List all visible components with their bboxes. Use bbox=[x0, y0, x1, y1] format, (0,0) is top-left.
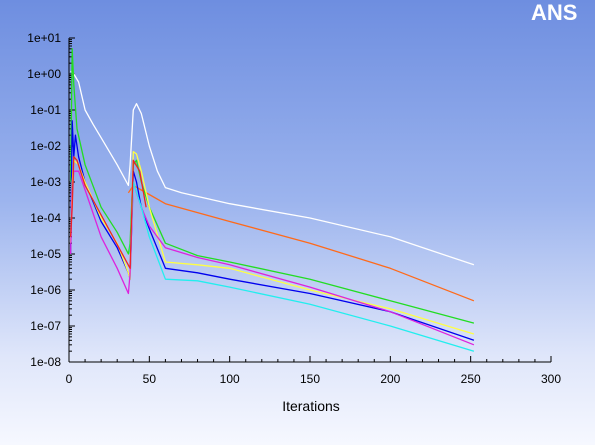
x-tick-label: 50 bbox=[143, 372, 157, 386]
x-tick-label: 0 bbox=[66, 372, 73, 386]
y-tick-label: 1e-05 bbox=[30, 247, 61, 261]
logo-text: ANS bbox=[531, 0, 577, 25]
series-line-6 bbox=[69, 170, 475, 346]
y-tick-label: 1e-01 bbox=[30, 103, 61, 117]
x-tick-label: 300 bbox=[541, 372, 561, 386]
y-tick-label: 1e-04 bbox=[30, 211, 61, 225]
series-line-8 bbox=[69, 156, 147, 269]
y-tick-label: 1e+01 bbox=[27, 31, 61, 45]
y-tick-label: 1e+00 bbox=[27, 67, 61, 81]
y-tick-label: 1e-03 bbox=[30, 175, 61, 189]
ansys-logo: ANS bbox=[531, 0, 577, 25]
x-tick-label: 150 bbox=[300, 372, 320, 386]
series-line-7 bbox=[129, 181, 475, 352]
x-tick-label: 100 bbox=[220, 372, 240, 386]
x-axis-title: Iterations bbox=[282, 398, 340, 414]
series-line-1 bbox=[70, 70, 475, 266]
axes bbox=[68, 37, 552, 363]
y-tick-label: 1e-02 bbox=[30, 139, 61, 153]
x-tick-label: 250 bbox=[461, 372, 481, 386]
x-tick-label: 200 bbox=[380, 372, 400, 386]
series-layer bbox=[69, 48, 475, 352]
series-line-3 bbox=[69, 48, 475, 324]
series-line-2 bbox=[127, 184, 475, 302]
y-tick-label: 1e-06 bbox=[30, 283, 61, 297]
y-tick-label: 1e-07 bbox=[30, 319, 61, 333]
y-tick-label: 1e-08 bbox=[30, 355, 61, 369]
tick-labels: 1e-08 1e-07 1e-06 1e-05 1e-04 1e-03 1e-02 1e-01… bbox=[27, 31, 561, 386]
